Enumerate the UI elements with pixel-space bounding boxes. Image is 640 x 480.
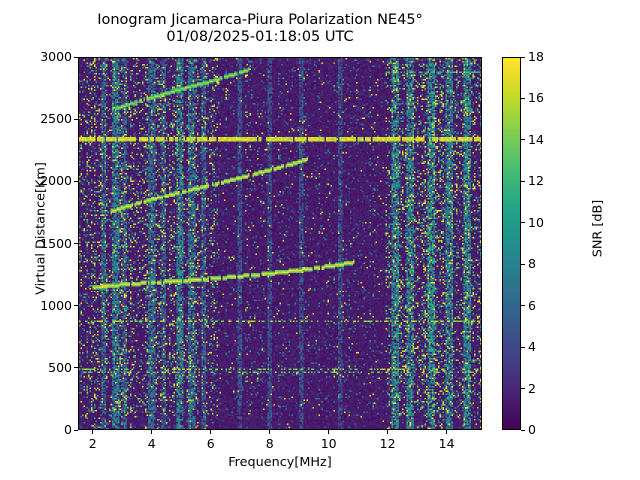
colorbar-label: SNR [dB] bbox=[590, 199, 606, 258]
x-tick-mark bbox=[151, 430, 153, 434]
x-axis-label: Frequency[MHz] bbox=[228, 455, 332, 470]
y-tick-mark bbox=[74, 118, 78, 120]
colorbar-gradient bbox=[503, 58, 520, 429]
colorbar bbox=[502, 57, 521, 430]
x-tick-mark bbox=[387, 430, 389, 434]
y-tick-mark bbox=[74, 243, 78, 245]
colorbar-tick-mark bbox=[521, 222, 525, 224]
title-line-timestamp: 01/08/2025-01:18:05 UTC bbox=[166, 29, 354, 46]
colorbar-tick-label: 0 bbox=[528, 422, 536, 437]
y-tick-mark bbox=[74, 367, 78, 369]
colorbar-tick-label: 6 bbox=[528, 297, 536, 313]
x-tick-label: 2 bbox=[88, 436, 97, 451]
colorbar-tick-label: 16 bbox=[528, 90, 544, 106]
x-tick-label: 10 bbox=[320, 436, 337, 451]
y-tick-label: 0 bbox=[64, 422, 72, 437]
colorbar-tick-label: 4 bbox=[528, 339, 536, 355]
colorbar-tick-label: 18 bbox=[528, 49, 544, 64]
x-tick-label: 4 bbox=[147, 436, 156, 451]
colorbar-tick-mark bbox=[521, 97, 525, 100]
x-tick-mark bbox=[328, 430, 330, 434]
page-title: Ionogram Jicamarca-Piura Polarization NE… bbox=[0, 12, 520, 46]
ionogram-heatmap bbox=[79, 58, 481, 429]
ionogram-plot-area bbox=[78, 57, 482, 430]
y-tick-mark bbox=[74, 180, 78, 182]
colorbar-tick-mark bbox=[521, 139, 525, 141]
y-tick-label: 1500 bbox=[40, 235, 72, 251]
colorbar-tick-mark bbox=[521, 263, 525, 265]
colorbar-tick-mark bbox=[521, 305, 525, 307]
colorbar-tick-mark bbox=[521, 180, 525, 182]
colorbar-tick-label: 12 bbox=[528, 173, 544, 189]
colorbar-tick-label: 10 bbox=[528, 214, 544, 230]
x-tick-mark bbox=[269, 430, 271, 434]
colorbar-tick-mark bbox=[521, 429, 525, 431]
y-axis-label: Virtual Distance[Km] bbox=[33, 162, 49, 295]
colorbar-tick-label: 2 bbox=[528, 380, 536, 396]
x-tick-label: 8 bbox=[265, 436, 274, 451]
title-line-primary: Ionogram Jicamarca-Piura Polarization NE… bbox=[97, 12, 423, 28]
y-tick-label: 2500 bbox=[40, 111, 72, 127]
y-tick-label: 3000 bbox=[40, 49, 72, 64]
colorbar-tick-mark bbox=[521, 388, 525, 390]
y-tick-label: 2000 bbox=[40, 173, 72, 189]
x-tick-mark bbox=[92, 430, 94, 434]
x-tick-label: 6 bbox=[206, 436, 215, 451]
colorbar-tick-mark bbox=[521, 346, 525, 348]
x-tick-mark bbox=[210, 430, 212, 434]
y-tick-label: 500 bbox=[48, 359, 72, 375]
y-tick-label: 1000 bbox=[40, 297, 72, 313]
colorbar-tick-label: 8 bbox=[528, 256, 536, 272]
x-tick-label: 14 bbox=[438, 436, 455, 451]
x-tick-mark bbox=[446, 430, 448, 434]
colorbar-tick-mark bbox=[521, 56, 525, 58]
y-tick-mark bbox=[74, 305, 78, 307]
colorbar-tick-label: 14 bbox=[528, 131, 544, 147]
x-tick-label: 12 bbox=[379, 436, 396, 451]
y-tick-mark bbox=[74, 56, 78, 58]
y-tick-mark bbox=[74, 429, 78, 431]
